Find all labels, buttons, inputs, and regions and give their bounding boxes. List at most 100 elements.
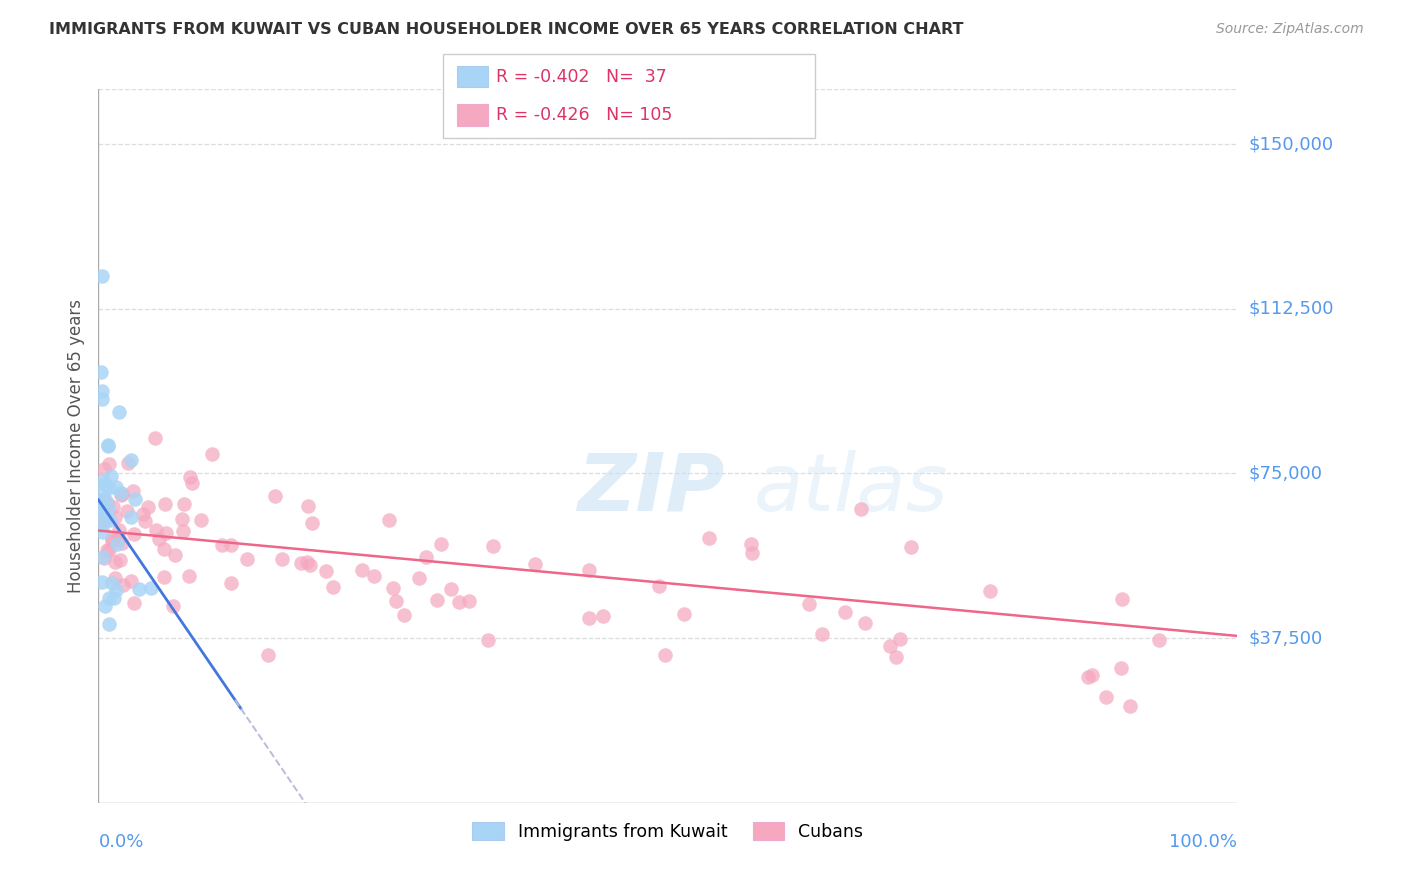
Point xyxy=(172,524,194,538)
Point xyxy=(889,632,911,647)
Point xyxy=(93,483,115,497)
Point xyxy=(120,453,142,467)
Point xyxy=(93,462,115,476)
Point xyxy=(96,509,118,524)
Point xyxy=(121,483,143,498)
Point xyxy=(979,583,1001,598)
Point xyxy=(94,476,117,491)
Point xyxy=(647,579,669,593)
Point xyxy=(458,594,481,608)
Point xyxy=(163,549,186,563)
Text: $75,000: $75,000 xyxy=(1249,465,1323,483)
Point xyxy=(111,487,134,501)
Point xyxy=(96,500,118,515)
Point xyxy=(108,552,131,566)
Point xyxy=(173,497,195,511)
Text: 0.0%: 0.0% xyxy=(98,833,143,851)
Point xyxy=(853,616,876,631)
Point xyxy=(1077,670,1099,684)
Point xyxy=(447,595,470,609)
Point xyxy=(120,510,142,524)
Point xyxy=(440,582,463,596)
Point xyxy=(1119,699,1142,714)
Point xyxy=(811,627,834,641)
Point xyxy=(264,489,287,503)
Point xyxy=(98,543,121,558)
Point xyxy=(100,531,122,545)
Point xyxy=(1109,661,1132,675)
Point xyxy=(297,499,319,513)
Point xyxy=(93,551,115,566)
Point xyxy=(654,648,676,662)
Point xyxy=(134,514,156,528)
Point xyxy=(180,475,202,490)
Point xyxy=(740,537,762,551)
Point xyxy=(90,365,112,379)
Point xyxy=(162,599,184,613)
Point xyxy=(177,568,200,582)
Point xyxy=(139,582,162,596)
Y-axis label: Householder Income Over 65 years: Householder Income Over 65 years xyxy=(66,299,84,593)
Point xyxy=(90,492,112,507)
Point xyxy=(105,536,128,550)
Point xyxy=(578,563,600,577)
Point xyxy=(315,564,337,578)
Point xyxy=(363,569,385,583)
Point xyxy=(97,438,120,452)
Point xyxy=(834,605,856,619)
Point xyxy=(104,510,127,524)
Point xyxy=(152,541,174,556)
Point xyxy=(93,512,115,526)
Point xyxy=(93,503,115,517)
Point xyxy=(145,523,167,537)
Point xyxy=(124,491,146,506)
Point xyxy=(96,542,118,557)
Point xyxy=(350,563,373,577)
Point xyxy=(219,575,242,590)
Point xyxy=(91,525,114,540)
Point xyxy=(219,537,242,551)
Point xyxy=(884,649,907,664)
Text: Source: ZipAtlas.com: Source: ZipAtlas.com xyxy=(1216,22,1364,37)
Point xyxy=(97,457,120,471)
Point xyxy=(98,616,121,631)
Point xyxy=(122,526,145,541)
Point xyxy=(108,404,131,418)
Text: $150,000: $150,000 xyxy=(1249,135,1333,153)
Point xyxy=(101,576,124,591)
Text: $37,500: $37,500 xyxy=(1249,629,1323,647)
Point xyxy=(271,552,294,566)
Point xyxy=(108,532,131,546)
Point xyxy=(236,552,259,566)
Point xyxy=(101,533,124,548)
Point xyxy=(592,609,614,624)
Point xyxy=(91,550,114,565)
Point xyxy=(385,594,408,608)
Text: R = -0.402   N=  37: R = -0.402 N= 37 xyxy=(496,68,666,86)
Point xyxy=(382,581,405,595)
Point xyxy=(132,507,155,521)
Point xyxy=(211,538,233,552)
Point xyxy=(322,580,344,594)
Point xyxy=(110,487,132,501)
Point xyxy=(426,593,449,607)
Point xyxy=(851,501,873,516)
Point xyxy=(104,583,127,598)
Text: R = -0.426   N= 105: R = -0.426 N= 105 xyxy=(496,106,672,124)
Point xyxy=(90,505,112,519)
Point xyxy=(1095,690,1118,704)
Point xyxy=(117,456,139,470)
Point xyxy=(148,532,170,546)
Point xyxy=(1081,668,1104,682)
Point xyxy=(392,607,415,622)
Point xyxy=(179,469,201,483)
Point xyxy=(900,540,922,554)
Point xyxy=(94,599,117,613)
Point xyxy=(136,500,159,515)
Point xyxy=(201,448,224,462)
Text: IMMIGRANTS FROM KUWAIT VS CUBAN HOUSEHOLDER INCOME OVER 65 YEARS CORRELATION CHA: IMMIGRANTS FROM KUWAIT VS CUBAN HOUSEHOL… xyxy=(49,22,963,37)
Point xyxy=(101,500,124,515)
Text: $112,500: $112,500 xyxy=(1249,300,1334,318)
Point xyxy=(152,570,174,584)
Point xyxy=(257,648,280,662)
